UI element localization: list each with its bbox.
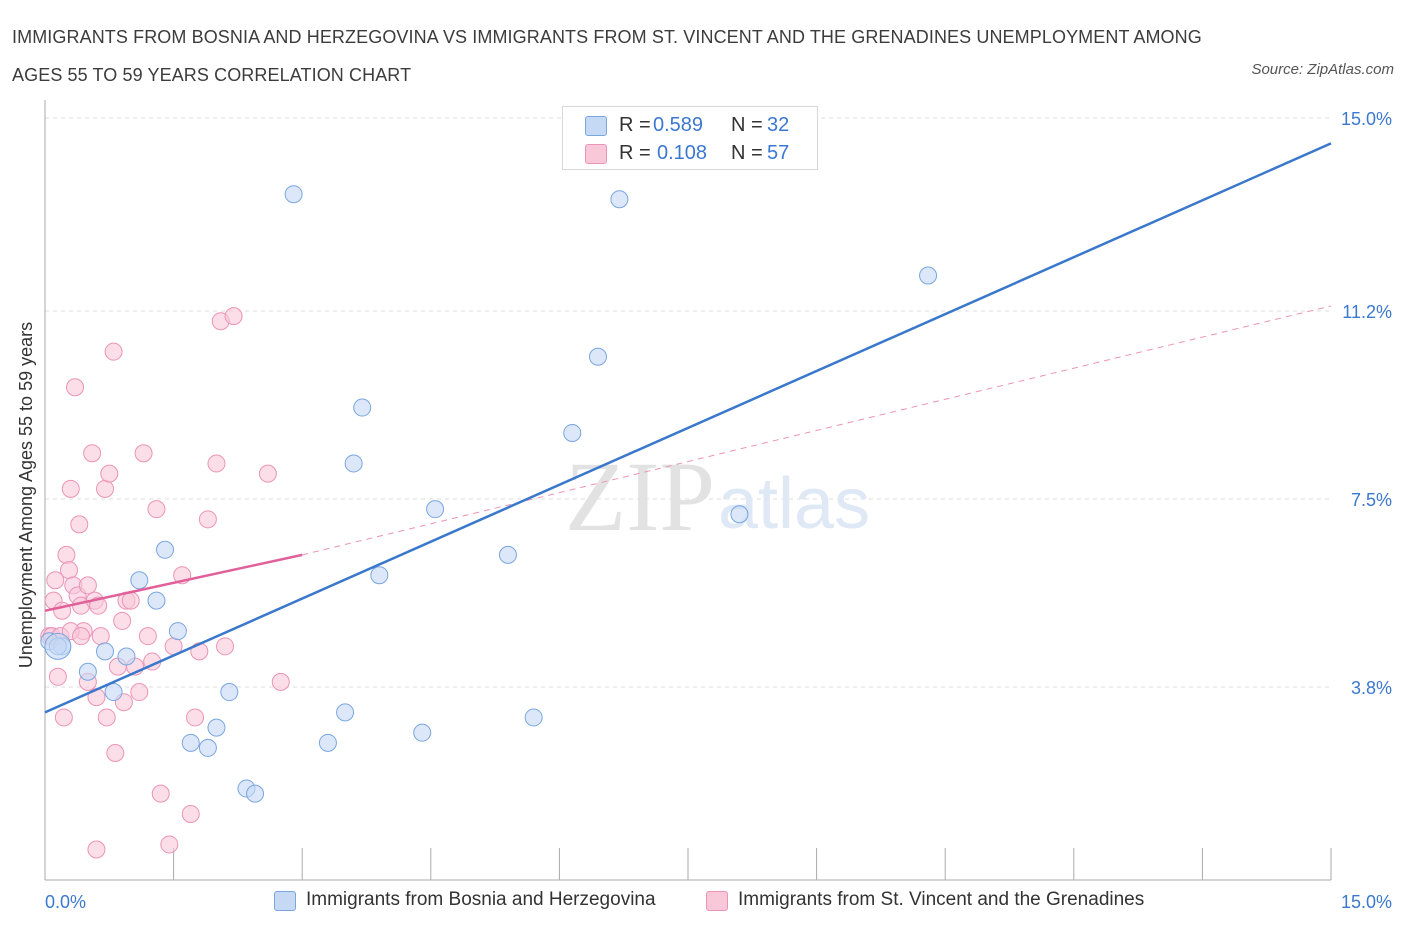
grid-lines — [45, 117, 1331, 688]
trend-line-st-vincent — [44, 553, 303, 612]
trend-line-bosnia — [44, 142, 1332, 714]
legend-r-label: R = — [619, 114, 651, 136]
data-point-st-vincent — [151, 784, 170, 803]
data-point-bosnia — [246, 784, 265, 803]
data-point-st-vincent — [198, 510, 217, 529]
data-point-st-vincent — [89, 596, 108, 615]
data-point-bosnia — [181, 733, 200, 752]
data-point-bosnia — [370, 566, 389, 585]
data-point-st-vincent — [57, 545, 76, 564]
data-point-bosnia — [198, 738, 217, 757]
data-point-st-vincent — [113, 611, 132, 630]
data-point-st-vincent — [186, 708, 205, 727]
source-label: Source: ZipAtlas.com — [1251, 61, 1394, 78]
legend-r-value: 0.108 — [657, 142, 708, 164]
data-point-bosnia — [117, 647, 136, 666]
data-point-bosnia — [588, 347, 607, 366]
legend-r-value: 0.589 — [653, 114, 704, 136]
data-point-bosnia — [730, 505, 749, 524]
axes — [44, 100, 1332, 881]
legend-r-label: R = — [619, 142, 651, 164]
data-point-bosnia-large — [44, 632, 72, 660]
series-bosnia — [40, 185, 938, 803]
data-point-st-vincent — [216, 637, 235, 656]
data-point-bosnia — [207, 718, 226, 737]
data-point-st-vincent — [78, 576, 97, 595]
data-point-bosnia — [318, 733, 337, 752]
data-point-st-vincent — [48, 667, 67, 686]
data-point-bosnia — [610, 190, 629, 209]
data-point-st-vincent — [60, 561, 79, 580]
data-point-bosnia — [96, 642, 115, 661]
legend-n-label: N = — [731, 142, 763, 164]
data-point-bosnia — [168, 622, 187, 641]
data-point-st-vincent — [134, 444, 153, 463]
data-point-bosnia — [156, 540, 175, 559]
chart-title: IMMIGRANTS FROM BOSNIA AND HERZEGOVINA V… — [12, 27, 1202, 85]
data-point-st-vincent — [160, 835, 179, 854]
data-point-bosnia — [344, 454, 363, 473]
data-point-st-vincent — [61, 479, 80, 498]
data-point-bosnia — [78, 662, 97, 681]
data-point-st-vincent — [96, 479, 115, 498]
data-point-st-vincent — [130, 683, 149, 702]
trend-line-st-vincent-extension — [302, 305, 1332, 556]
data-point-st-vincent — [181, 804, 200, 823]
legend-swatch-blue — [585, 116, 607, 136]
data-point-st-vincent — [54, 708, 73, 727]
data-point-st-vincent — [138, 627, 157, 646]
data-point-st-vincent — [97, 708, 116, 727]
bottom-legend-label: Immigrants from Bosnia and Herzegovina — [306, 889, 656, 910]
data-point-st-vincent — [87, 840, 106, 859]
trend-lines — [44, 142, 1332, 714]
y-axis-label: Unemployment Among Ages 55 to 59 years — [16, 322, 36, 668]
data-point-st-vincent — [147, 500, 166, 519]
legend-n-label: N = — [731, 114, 763, 136]
data-point-bosnia — [413, 723, 432, 742]
data-point-bosnia — [353, 398, 372, 417]
data-point-st-vincent — [70, 515, 89, 534]
data-point-bosnia — [130, 571, 149, 590]
watermark-atlas: atlas — [718, 464, 870, 544]
data-point-bosnia — [104, 683, 123, 702]
y-tick-label: 7.5% — [1351, 490, 1392, 510]
data-point-st-vincent — [100, 464, 119, 483]
bottom-legend-label: Immigrants from St. Vincent and the Gren… — [738, 889, 1145, 910]
data-point-st-vincent — [66, 378, 85, 397]
legend: R = 0.589 N = 32 R = 0.108 N = 57 — [562, 106, 818, 170]
data-point-st-vincent — [271, 672, 290, 691]
legend-swatch-pink — [585, 144, 607, 164]
bottom-legend-swatch-blue — [274, 891, 296, 911]
series-st-vincent — [40, 307, 290, 859]
y-tick-label: 15.0% — [1341, 109, 1392, 129]
data-point-st-vincent — [83, 444, 102, 463]
data-point-st-vincent — [104, 342, 123, 361]
legend-n-value: 57 — [767, 142, 790, 164]
data-point-bosnia — [426, 500, 445, 519]
data-point-bosnia — [147, 591, 166, 610]
x-tick-label: 15.0% — [1341, 892, 1392, 912]
data-point-st-vincent — [106, 744, 125, 762]
tick-labels: 3.8% 7.5% 11.2% 15.0% 0.0% 15.0% — [45, 109, 1392, 912]
data-point-bosnia — [563, 423, 582, 442]
y-tick-label: 11.2% — [1342, 302, 1392, 322]
data-point-st-vincent — [46, 571, 65, 590]
data-point-bosnia — [284, 185, 303, 204]
data-point-bosnia — [336, 703, 355, 722]
data-point-st-vincent — [72, 627, 91, 646]
legend-n-value: 32 — [767, 114, 790, 136]
data-point-bosnia — [919, 266, 938, 285]
data-point-st-vincent — [258, 464, 277, 483]
data-point-bosnia — [498, 545, 517, 564]
bottom-legend-swatch-pink — [706, 891, 728, 911]
watermark-zip: ZIP — [565, 441, 715, 552]
y-tick-label: 3.8% — [1351, 678, 1392, 698]
data-point-st-vincent — [207, 454, 226, 473]
data-point-bosnia — [220, 683, 239, 702]
data-point-st-vincent — [91, 627, 110, 646]
data-point-bosnia — [524, 708, 543, 727]
x-tick-label: 0.0% — [45, 892, 86, 912]
data-point-st-vincent — [224, 307, 243, 326]
